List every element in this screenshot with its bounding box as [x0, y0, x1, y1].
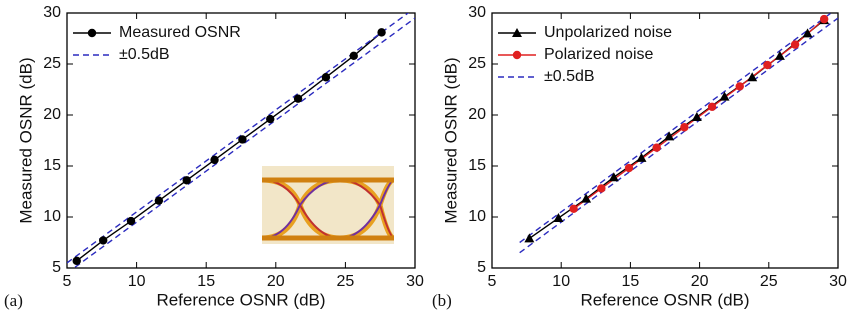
y-tick-label: 15 [468, 157, 486, 174]
plot-area [520, 8, 838, 253]
legend-label: ±0.5dB [544, 68, 595, 85]
x-tick-label: 10 [128, 273, 146, 290]
marker [183, 176, 191, 184]
marker [238, 135, 246, 143]
x-tick-label: 30 [406, 273, 424, 290]
x-tick-label: 15 [197, 273, 215, 290]
eye-diagram-inset [262, 166, 394, 244]
legend-label: Polarized noise [544, 46, 654, 63]
x-tick-label: 20 [691, 273, 709, 290]
marker [720, 92, 730, 101]
marker [553, 213, 563, 222]
x-tick-label: 15 [622, 273, 640, 290]
panel-label: (b) [432, 291, 452, 310]
marker [99, 236, 107, 244]
panel-label: (a) [4, 291, 23, 310]
x-tick-label: 25 [337, 273, 355, 290]
x-axis-label: Reference OSNR (dB) [580, 290, 749, 309]
marker [155, 196, 163, 204]
x-tick-label: 5 [63, 273, 72, 290]
y-axis-label: Measured OSNR (dB) [441, 57, 460, 223]
y-tick-label: 20 [468, 106, 486, 123]
y-tick-label: 25 [43, 55, 61, 72]
marker [524, 233, 534, 242]
marker [708, 103, 716, 111]
marker [820, 15, 828, 23]
marker [581, 194, 591, 203]
marker [791, 40, 799, 48]
legend-marker [513, 51, 521, 59]
x-tick-label: 30 [829, 273, 847, 290]
marker [266, 115, 274, 123]
y-tick-label: 15 [43, 157, 61, 174]
marker [569, 205, 577, 213]
x-tick-label: 10 [552, 273, 570, 290]
y-tick-label: 30 [468, 4, 486, 21]
marker [652, 143, 660, 151]
marker [73, 257, 81, 265]
marker [377, 28, 385, 36]
marker [322, 73, 330, 81]
marker [350, 52, 358, 60]
marker [127, 217, 135, 225]
legend-label: Measured OSNR [119, 24, 241, 41]
x-tick-label: 25 [760, 273, 778, 290]
marker [625, 164, 633, 172]
marker [636, 153, 646, 162]
y-tick-label: 20 [43, 106, 61, 123]
marker [692, 112, 702, 121]
marker [210, 156, 218, 164]
x-tick-label: 20 [267, 273, 285, 290]
y-tick-label: 25 [468, 55, 486, 72]
legend-marker [88, 29, 96, 37]
y-tick-label: 10 [43, 208, 61, 225]
marker [597, 184, 605, 192]
y-tick-label: 5 [477, 259, 486, 276]
legend-label: Unpolarized noise [544, 24, 672, 41]
y-tick-label: 10 [468, 208, 486, 225]
y-tick-label: 5 [52, 259, 61, 276]
marker [763, 61, 771, 69]
marker [294, 94, 302, 102]
bound-line [520, 8, 838, 243]
y-tick-label: 30 [43, 4, 61, 21]
figure: 5 10 15 20 25 30 5 10 15 20 25 30 Reference OSNR (dB… [0, 0, 855, 322]
marker [736, 82, 744, 90]
y-axis-label: Measured OSNR (dB) [16, 57, 35, 223]
marker [680, 123, 688, 131]
x-tick-label: 5 [488, 273, 497, 290]
legend-label: ±0.5dB [119, 46, 170, 63]
x-axis-label: Reference OSNR (dB) [156, 290, 325, 309]
